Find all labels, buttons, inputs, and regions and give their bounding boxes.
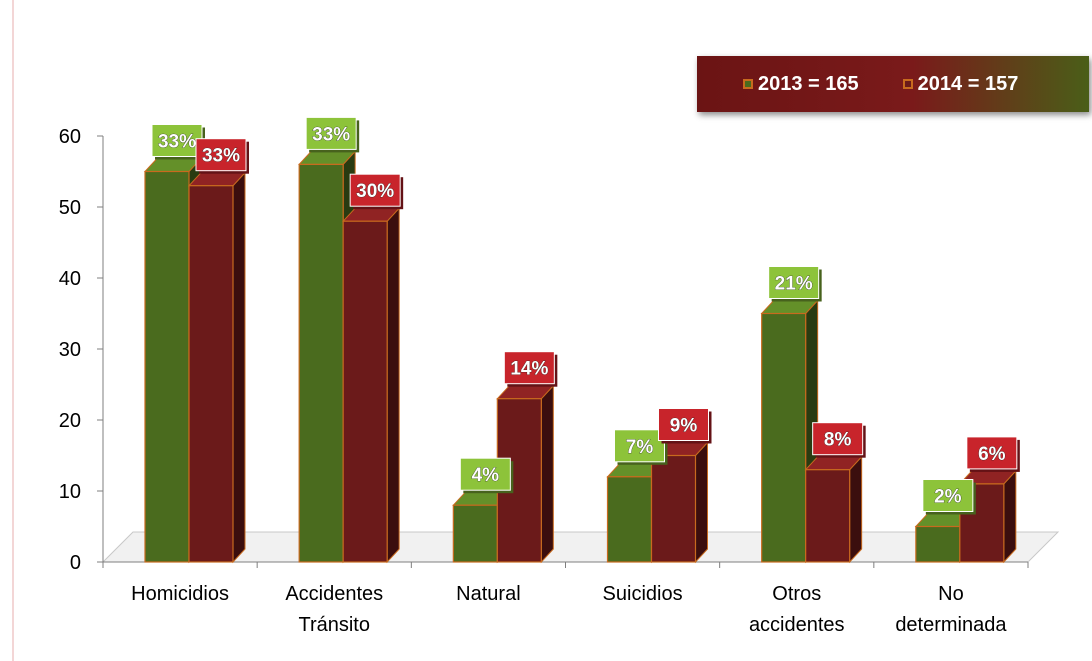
chart-x-tick-labels: Homicidios Accidentes Tránsito Natural Suici…: [131, 583, 1007, 636]
bar-2014-1: [342, 220, 388, 563]
data-label-box: [503, 351, 555, 385]
bar-side-1-2: [540, 384, 554, 564]
data-label-2013-2: 4%: [472, 465, 500, 486]
data-label-2014-5: 6%: [978, 444, 1006, 465]
bar-2014-0: [188, 185, 234, 563]
x-tick-label: Homicidios: [131, 583, 229, 605]
x-tick-label: Accidentes: [285, 583, 383, 605]
y-tick-label: 40: [59, 268, 81, 290]
bar-2013-1: [298, 163, 344, 563]
x-tick-label: No: [938, 583, 964, 605]
legend-item-2014: 2014 = 157: [902, 72, 1019, 96]
x-tick-label: Otros: [772, 583, 821, 605]
x-tick-label: Suicidios: [603, 583, 683, 605]
data-label-box: [459, 457, 511, 491]
data-label-2014-0: 33%: [202, 146, 240, 167]
legend-label-2014: 2014 = 157: [917, 72, 1019, 95]
y-tick-label: 30: [59, 339, 81, 361]
bar-2013-3: [606, 476, 653, 563]
data-label-box: [614, 429, 665, 463]
bar-2013-2: [452, 504, 498, 563]
y-tick-label: 50: [59, 197, 81, 219]
data-label-box: [151, 124, 203, 157]
chart-floor: [101, 531, 1060, 563]
bar-2013-5: [915, 525, 961, 563]
bar-side-1-4: [849, 455, 863, 564]
bar-side-1-5: [1003, 469, 1017, 564]
bar-side-1-3: [695, 441, 708, 564]
bar-2013-0: [144, 170, 190, 563]
legend-item-2013: 2013 = 165: [743, 73, 859, 96]
data-label-box: [768, 266, 820, 299]
y-tick-label: 0: [70, 552, 81, 574]
data-label-2014-4: 8%: [824, 430, 852, 451]
bar-side-1-0: [232, 171, 246, 564]
left-border-rule: [12, 0, 14, 661]
bar-2013-4: [761, 312, 807, 563]
data-label-box: [966, 436, 1018, 470]
y-tick-label: 20: [59, 410, 81, 432]
data-label-2014-3: 9%: [670, 416, 698, 437]
x-tick-label: accidentes: [749, 614, 845, 636]
data-label-box: [922, 479, 974, 512]
x-tick-label: Tránsito: [298, 614, 370, 636]
data-label-box: [305, 116, 357, 150]
y-tick-label: 60: [59, 126, 81, 148]
data-label-2013-1: 33%: [312, 124, 350, 145]
data-label-2013-0: 33%: [158, 132, 196, 153]
bar-2014-3: [650, 454, 697, 563]
chart-y-tick-labels: 0 10 20 30 40 50 60: [59, 126, 81, 574]
y-tick-label: 10: [59, 481, 81, 503]
legend-swatch-2014: [902, 79, 913, 89]
data-label-box: [195, 138, 247, 172]
data-label-2013-4: 21%: [775, 274, 813, 295]
data-label-2014-2: 14%: [510, 359, 548, 380]
data-label-box: [812, 422, 864, 456]
data-label-2013-3: 7%: [626, 437, 654, 458]
data-label-2013-5: 2%: [934, 487, 962, 508]
x-tick-label: Natural: [456, 583, 520, 605]
x-tick-label: determinada: [895, 614, 1007, 636]
legend-label-2013: 2013 = 165: [758, 72, 859, 95]
legend-swatch-2013: [743, 79, 753, 89]
data-label-box: [658, 408, 709, 441]
chart-data-labels: 33% 33% 33% 30% 4% 14% 7% 9% 21% 8% 2% 6%: [151, 116, 1020, 515]
chart-bars: [143, 150, 1017, 564]
chart-legend: 2013 = 165 2014 = 157: [697, 56, 1089, 112]
data-label-box: [349, 173, 401, 207]
bar-2014-4: [805, 469, 851, 563]
data-label-2014-1: 30%: [356, 181, 394, 202]
bar-side-1-1: [386, 206, 400, 564]
